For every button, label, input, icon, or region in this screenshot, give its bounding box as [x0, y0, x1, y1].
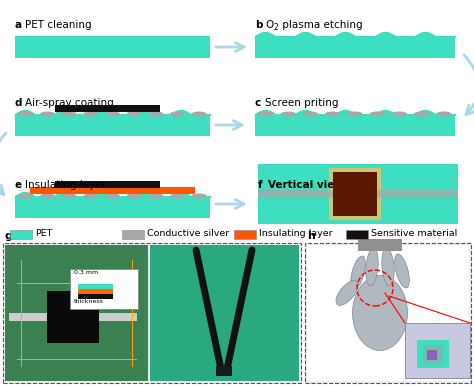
- Bar: [9, 313, 47, 321]
- Bar: [346, 230, 368, 239]
- Bar: [99, 313, 137, 321]
- Text: e: e: [15, 180, 22, 190]
- Ellipse shape: [392, 112, 407, 117]
- Bar: [427, 350, 437, 360]
- Text: plasma etching: plasma etching: [279, 20, 363, 30]
- Bar: [405, 323, 470, 378]
- Ellipse shape: [414, 112, 429, 117]
- Ellipse shape: [170, 193, 185, 198]
- Bar: [258, 190, 458, 198]
- Bar: [15, 114, 210, 136]
- Ellipse shape: [18, 193, 33, 198]
- Bar: [305, 243, 471, 383]
- Ellipse shape: [127, 193, 142, 198]
- Text: h: h: [307, 231, 315, 241]
- Text: Vertical view: Vertical view: [268, 180, 344, 190]
- Bar: [307, 245, 469, 381]
- Text: b: b: [255, 20, 263, 30]
- Ellipse shape: [303, 112, 319, 117]
- Bar: [122, 230, 144, 239]
- Text: d: d: [15, 98, 22, 108]
- Bar: [47, 291, 99, 343]
- Ellipse shape: [62, 112, 77, 117]
- Bar: [423, 345, 443, 363]
- Text: g: g: [5, 231, 13, 241]
- Ellipse shape: [127, 112, 142, 117]
- Bar: [30, 187, 195, 194]
- Ellipse shape: [258, 112, 274, 117]
- Bar: [216, 366, 232, 376]
- Ellipse shape: [281, 112, 296, 117]
- Bar: [70, 269, 138, 309]
- Ellipse shape: [395, 254, 410, 288]
- Ellipse shape: [351, 256, 365, 290]
- Ellipse shape: [369, 112, 385, 117]
- Ellipse shape: [40, 112, 55, 117]
- Text: thickness: thickness: [74, 299, 104, 304]
- Text: O: O: [265, 20, 273, 30]
- Text: Insulating layer: Insulating layer: [25, 180, 106, 190]
- Ellipse shape: [347, 112, 363, 117]
- Ellipse shape: [366, 248, 378, 286]
- Bar: [255, 36, 455, 58]
- Ellipse shape: [148, 112, 164, 117]
- Ellipse shape: [62, 193, 77, 198]
- Ellipse shape: [105, 112, 120, 117]
- Ellipse shape: [191, 112, 207, 117]
- Bar: [3, 243, 301, 383]
- Ellipse shape: [353, 276, 408, 350]
- Text: PET cleaning: PET cleaning: [25, 20, 91, 30]
- Bar: [5, 245, 148, 381]
- Bar: [358, 239, 402, 251]
- Ellipse shape: [83, 193, 99, 198]
- Bar: [417, 340, 449, 368]
- Ellipse shape: [170, 112, 185, 117]
- Text: Air-spray coating: Air-spray coating: [25, 98, 114, 108]
- Bar: [55, 181, 160, 188]
- Ellipse shape: [105, 193, 120, 198]
- Text: c: c: [255, 98, 261, 108]
- Text: f: f: [258, 180, 263, 190]
- Text: Conductive silver: Conductive silver: [147, 230, 229, 239]
- Ellipse shape: [40, 193, 55, 198]
- Text: Insulating layer: Insulating layer: [259, 230, 333, 239]
- Bar: [78, 284, 113, 289]
- Ellipse shape: [436, 112, 452, 117]
- Bar: [15, 196, 210, 218]
- Text: Sensitive material: Sensitive material: [371, 230, 457, 239]
- Bar: [255, 114, 455, 136]
- Text: 0.3 mm: 0.3 mm: [74, 270, 98, 275]
- Text: 2: 2: [274, 23, 279, 32]
- Ellipse shape: [18, 112, 33, 117]
- Bar: [329, 168, 381, 220]
- Bar: [333, 172, 377, 216]
- Ellipse shape: [336, 281, 358, 305]
- Bar: [78, 289, 113, 294]
- Bar: [234, 230, 256, 239]
- Bar: [258, 164, 458, 224]
- Bar: [150, 245, 299, 381]
- Ellipse shape: [382, 248, 394, 286]
- Ellipse shape: [325, 112, 340, 117]
- Ellipse shape: [83, 112, 99, 117]
- Bar: [55, 105, 160, 112]
- Ellipse shape: [191, 193, 207, 198]
- Bar: [15, 36, 210, 58]
- Text: Screen priting: Screen priting: [265, 98, 338, 108]
- Bar: [78, 294, 113, 299]
- Ellipse shape: [148, 193, 164, 198]
- Bar: [10, 230, 32, 239]
- Text: a: a: [15, 20, 22, 30]
- Text: PET: PET: [35, 230, 52, 239]
